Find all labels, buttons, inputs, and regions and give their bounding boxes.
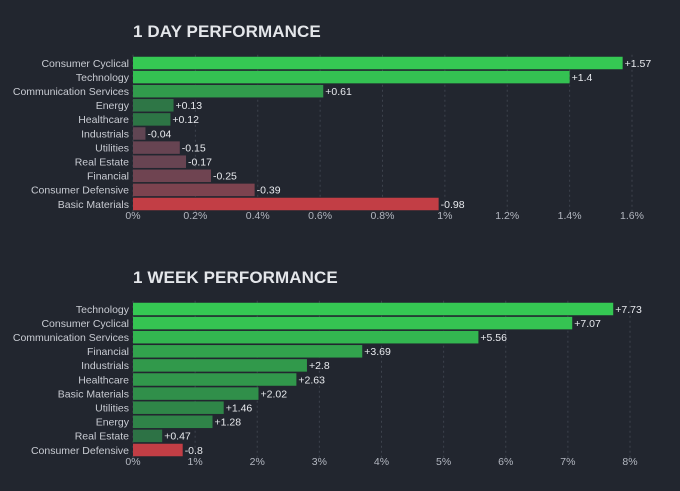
category-label-financial: Financial	[87, 171, 129, 183]
value-label-basic-materials: +2.02	[260, 388, 287, 400]
value-label-consumer-cyclical: +1.57	[625, 58, 652, 70]
value-label-industrials: +2.8	[309, 360, 330, 372]
category-label-industrials: Industrials	[81, 128, 129, 140]
value-label-real-estate: +0.47	[164, 431, 191, 443]
value-label-industrials: -0.04	[147, 128, 171, 140]
bar-consumer-defensive	[133, 183, 255, 197]
x-tick-label: 5%	[436, 456, 451, 468]
category-label-consumer-defensive: Consumer Defensive	[31, 445, 129, 457]
bar-financial	[133, 345, 363, 358]
x-tick-label: 0.6%	[308, 210, 332, 222]
value-label-consumer-defensive: -0.8	[185, 445, 203, 457]
category-label-energy: Energy	[96, 417, 130, 429]
category-label-real-estate: Real Estate	[75, 157, 129, 169]
bar-utilities	[133, 141, 180, 154]
bar-basic-materials	[133, 197, 439, 211]
category-label-basic-materials: Basic Materials	[58, 388, 129, 400]
value-label-energy: +0.13	[176, 100, 203, 112]
bar-technology	[133, 70, 570, 84]
value-label-consumer-cyclical: +7.07	[574, 318, 601, 330]
bar-technology	[133, 302, 614, 316]
bar-healthcare	[133, 373, 297, 386]
x-tick-label: 0.8%	[371, 210, 395, 222]
category-label-consumer-defensive: Consumer Defensive	[31, 185, 129, 197]
bar-real-estate	[133, 155, 187, 168]
x-tick-label: 1%	[437, 210, 452, 222]
x-tick-label: 1.6%	[620, 210, 644, 222]
x-tick-label: 8%	[622, 456, 637, 468]
category-label-technology: Technology	[76, 72, 130, 84]
category-label-healthcare: Healthcare	[78, 114, 129, 126]
x-tick-label: 7%	[560, 456, 575, 468]
value-label-technology: +1.4	[572, 72, 593, 84]
category-label-consumer-cyclical: Consumer Cyclical	[41, 318, 129, 330]
category-label-energy: Energy	[96, 100, 130, 112]
value-label-energy: +1.28	[215, 417, 242, 429]
bar-communication-services	[133, 330, 479, 344]
bar-healthcare	[133, 113, 171, 126]
value-label-basic-materials: -0.98	[441, 199, 465, 211]
value-label-utilities: +1.46	[226, 403, 253, 415]
value-label-financial: -0.25	[213, 171, 237, 183]
bar-financial	[133, 169, 211, 183]
bar-consumer-cyclical	[133, 316, 573, 330]
category-label-communication-services: Communication Services	[13, 332, 129, 344]
chart-title-1-day: 1 DAY PERFORMANCE	[133, 22, 321, 41]
category-label-communication-services: Communication Services	[13, 86, 129, 98]
x-tick-label: 2%	[250, 456, 265, 468]
value-label-technology: +7.73	[615, 304, 642, 316]
x-tick-label: 0.4%	[246, 210, 270, 222]
chart-title-1-week: 1 WEEK PERFORMANCE	[133, 268, 338, 287]
x-tick-label: 0%	[125, 210, 140, 222]
value-label-consumer-defensive: -0.39	[257, 185, 281, 197]
category-label-technology: Technology	[76, 304, 130, 316]
bar-communication-services	[133, 84, 324, 98]
x-tick-label: 1%	[188, 456, 203, 468]
value-label-healthcare: +2.63	[298, 374, 325, 386]
bar-energy	[133, 415, 213, 429]
x-tick-label: 3%	[312, 456, 327, 468]
x-tick-label: 0%	[125, 456, 140, 468]
value-label-real-estate: -0.17	[188, 157, 212, 169]
category-label-healthcare: Healthcare	[78, 374, 129, 386]
x-tick-label: 0.2%	[183, 210, 207, 222]
bar-basic-materials	[133, 387, 259, 400]
x-tick-label: 1.4%	[558, 210, 582, 222]
category-label-consumer-cyclical: Consumer Cyclical	[41, 58, 129, 70]
bar-industrials	[133, 359, 307, 372]
bar-industrials	[133, 127, 146, 140]
bar-consumer-defensive	[133, 443, 183, 457]
x-tick-label: 4%	[374, 456, 389, 468]
value-label-communication-services: +5.56	[480, 332, 507, 344]
category-label-financial: Financial	[87, 346, 129, 358]
x-tick-label: 1.2%	[495, 210, 519, 222]
value-label-utilities: -0.15	[182, 142, 206, 154]
x-tick-label: 6%	[498, 456, 513, 468]
category-label-basic-materials: Basic Materials	[58, 199, 129, 211]
category-label-real-estate: Real Estate	[75, 431, 129, 443]
bar-energy	[133, 99, 174, 112]
category-label-industrials: Industrials	[81, 360, 129, 372]
bar-real-estate	[133, 429, 163, 443]
value-label-communication-services: +0.61	[325, 86, 352, 98]
value-label-financial: +3.69	[364, 346, 391, 358]
category-label-utilities: Utilities	[95, 142, 129, 154]
value-label-healthcare: +0.12	[172, 114, 199, 126]
category-label-utilities: Utilities	[95, 403, 129, 415]
bar-utilities	[133, 401, 224, 414]
bar-consumer-cyclical	[133, 56, 623, 70]
